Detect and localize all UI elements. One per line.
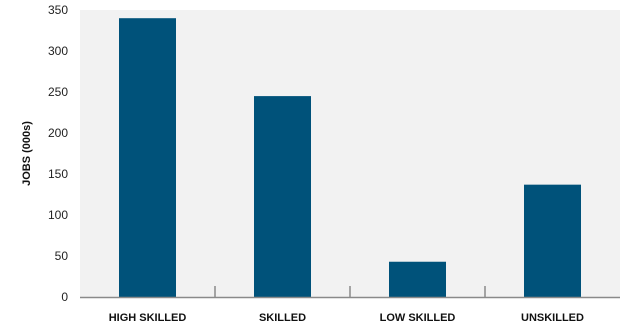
bar: [389, 261, 446, 297]
y-tick-label: 100: [48, 208, 68, 222]
bar: [254, 96, 311, 297]
y-tick-label: 50: [55, 249, 69, 263]
x-axis-ticks: [214, 286, 486, 297]
y-tick-label: 250: [48, 85, 68, 99]
y-tick-label: 300: [48, 44, 68, 58]
y-axis-title: JOBS (000s): [21, 121, 33, 186]
y-tick-label: 350: [48, 3, 68, 17]
bar: [119, 18, 176, 297]
x-category-label: UNSKILLED: [521, 312, 584, 324]
y-axis-ticks: 0 50 100 150 200 250 300 350: [48, 3, 68, 304]
y-tick-label: 0: [61, 290, 68, 304]
x-axis-category-labels: HIGH SKILLED SKILLED LOW SKILLED UNSKILLED: [109, 312, 584, 324]
x-category-label: LOW SKILLED: [380, 312, 456, 324]
bars: [119, 18, 581, 297]
y-tick-label: 150: [48, 167, 68, 181]
x-category-label: SKILLED: [259, 312, 306, 324]
bar: [524, 184, 581, 297]
y-tick-label: 200: [48, 126, 68, 140]
x-category-label: HIGH SKILLED: [109, 312, 187, 324]
